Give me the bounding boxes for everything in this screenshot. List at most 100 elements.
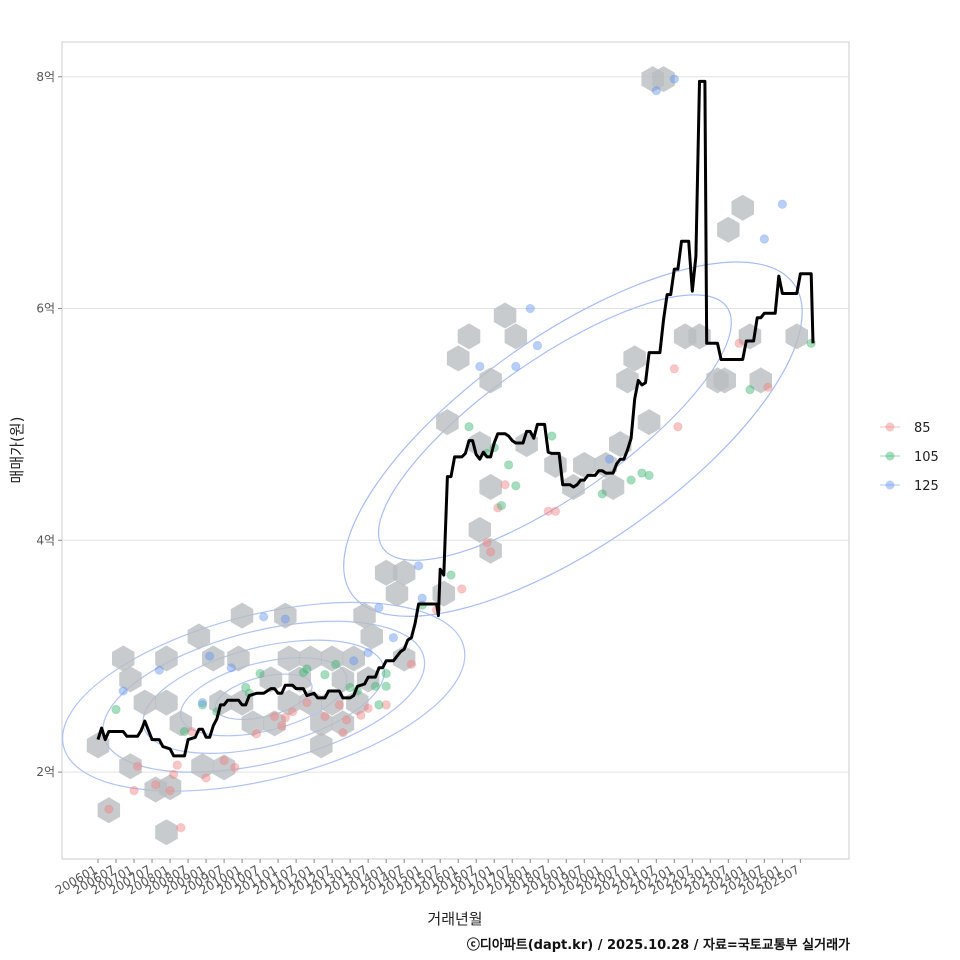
hexbin-cell [202,645,225,672]
point-105 [496,500,507,511]
point-85 [287,707,298,717]
point-105 [745,384,755,395]
point-85 [550,506,561,517]
gridlines [62,76,849,773]
point-105 [511,481,521,491]
point-85 [543,506,553,517]
point-105 [298,667,309,678]
hexbin-cell [392,559,416,586]
point-125 [759,234,770,244]
point-125 [204,651,215,661]
point-85 [176,823,186,833]
point-85 [132,761,143,771]
hexbin-cell [468,516,492,543]
point-125 [226,663,236,673]
hexbin-cell [212,754,236,781]
point-125 [363,648,373,658]
legend-key-dot-125 [885,480,895,490]
point-105 [381,668,391,679]
point-125 [259,612,269,622]
point-125 [280,614,291,624]
hexbin-cell [191,753,214,780]
point-85 [230,762,240,773]
hexbin-cell [374,559,398,586]
point-125 [475,361,485,372]
point-105 [381,681,391,692]
hexbin-cell [479,367,502,394]
hexbin-cell [133,689,157,716]
point-85 [334,700,345,710]
hexbin-cell [479,537,502,564]
hexbin-cell [731,194,754,221]
point-105 [240,682,251,693]
point-85 [201,773,211,783]
hexbin-cell [310,710,333,737]
hexbin-cell [785,323,808,350]
point-105 [370,681,381,692]
point-125 [154,665,164,675]
point-85 [269,711,280,722]
hexbin-cell [277,645,301,672]
hexbin-cell [601,474,625,500]
point-85 [457,584,467,594]
hexbin-cell [446,345,470,372]
point-105 [320,670,330,680]
point-105 [302,664,312,674]
hexbin-cell [119,666,142,693]
hexbin-cell [717,216,740,243]
point-85 [485,547,496,557]
point-105 [111,704,121,715]
point-85 [673,422,683,432]
point-125 [651,85,662,96]
hexbin-cell [713,367,736,394]
hexbin-cell [331,666,355,693]
hexbin-cell [169,710,193,737]
point-85 [669,364,680,374]
point-105 [464,422,474,432]
y-tick-label-2: 6억 [36,302,55,316]
point-85 [381,700,391,710]
y-axis-title: 매매가(원) [8,417,26,484]
hexbin-cell [353,602,376,629]
point-125 [604,454,615,464]
hexbin-cell [479,474,502,500]
y-axis: 2억 4억 6억 8억 [36,70,62,779]
hexbin-cell [299,645,322,672]
point-85 [104,804,114,814]
point-85 [168,769,179,780]
point-85 [500,479,510,490]
hexbin-cell [360,623,383,650]
hexbin-cell [749,367,772,394]
hexbin-cell [436,409,459,436]
point-85 [763,382,773,393]
x-axis: 2006012006072007012007072008012008072009… [53,859,802,898]
density-contour-outer-0 [377,294,732,561]
hexbin-cell [504,323,528,350]
hexbin-cell [241,710,265,737]
hexbin-cell [112,645,135,672]
point-85 [302,697,312,708]
point-125 [413,561,424,571]
point-85 [341,715,352,725]
hexbin-layer [86,66,808,846]
median-line-layer [96,79,815,758]
hexbin-cell [119,753,142,780]
hexbin-cell [274,602,297,629]
hexbin-cell [277,689,301,716]
hexbin-cell [259,666,283,693]
point-85 [172,760,182,770]
legend: 85 105 125 [880,421,939,494]
legend-label-105: 105 [914,450,939,465]
x-axis-title: 거래년월 [427,910,482,928]
point-105 [637,468,647,478]
hexbin-cell [209,689,232,716]
point-105 [503,460,514,470]
point-85 [320,711,330,722]
hexbin-cell [652,66,675,93]
y-tick-label-3: 8억 [36,70,55,84]
point-85 [280,712,291,723]
point-85 [338,727,348,738]
hexbin-cell [310,732,333,759]
point-85 [129,785,139,796]
